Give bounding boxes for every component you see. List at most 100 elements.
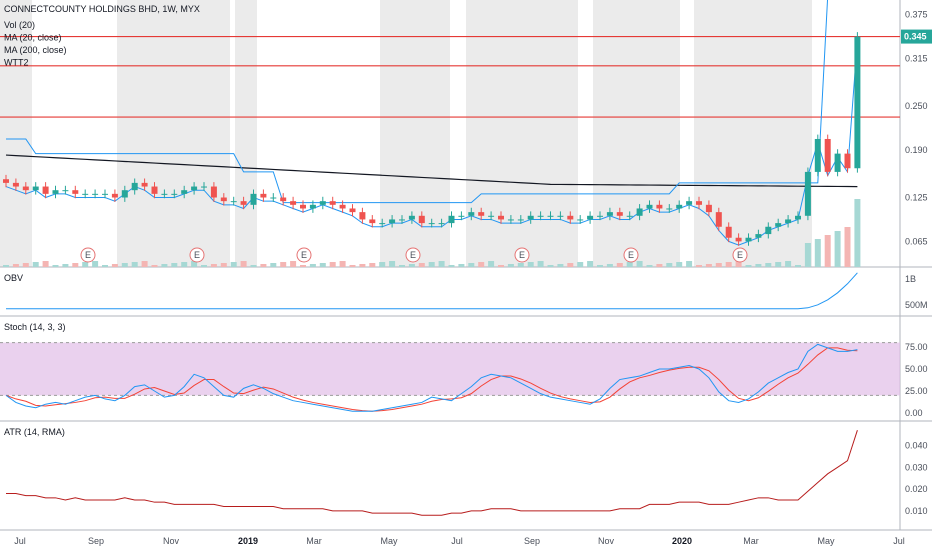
volume-bar: [339, 261, 346, 267]
stoch-band: [0, 342, 900, 396]
volume-bar: [230, 262, 237, 267]
stoch-tick-label: 0.00: [905, 408, 923, 418]
candle-body: [686, 201, 693, 205]
candle-body: [52, 190, 59, 194]
volume-bar: [290, 261, 297, 267]
earnings-marker: [189, 247, 205, 263]
candle-body: [250, 193, 257, 205]
candle-body: [399, 219, 405, 221]
earnings-marker-label: E: [628, 250, 634, 260]
volume-bar: [626, 262, 633, 267]
candle-body: [567, 215, 574, 220]
candle-body: [587, 215, 594, 220]
candle-body: [319, 201, 326, 205]
x-tick-label: Sep: [88, 536, 104, 546]
volume-bar: [824, 235, 831, 267]
volume-bar: [488, 261, 495, 267]
candle-body: [201, 186, 207, 188]
volume-bar: [765, 263, 772, 267]
candle-body: [715, 212, 722, 227]
candle-body: [32, 186, 39, 191]
indicator-legend: MA (20, close): [4, 33, 62, 43]
volume-bar: [636, 261, 643, 267]
candle-body: [735, 237, 742, 242]
earnings-marker: [296, 247, 312, 263]
volume-bar: [309, 264, 316, 267]
candle-body: [537, 215, 544, 217]
volume-bar: [696, 265, 702, 267]
x-tick-label: Nov: [598, 536, 615, 546]
candle-body: [210, 186, 217, 198]
volume-bar: [72, 263, 79, 267]
volume-bar: [814, 239, 821, 267]
candle-body: [418, 215, 425, 224]
candle-body: [834, 153, 841, 172]
volume-bar: [834, 231, 841, 267]
volume-bar: [141, 261, 148, 267]
volume-bar: [270, 263, 277, 267]
stoch-d-line: [5, 347, 858, 412]
session-band: [117, 0, 230, 267]
volume-bar: [201, 265, 207, 267]
candle-body: [795, 215, 801, 220]
volume-bar: [735, 261, 742, 267]
candle-body: [498, 215, 504, 220]
candle-body: [488, 215, 495, 217]
volume-bar: [3, 265, 9, 267]
volume-bar: [329, 262, 336, 267]
volume-bar: [725, 262, 732, 267]
candle-body: [636, 208, 643, 216]
volume-bar: [567, 263, 574, 267]
session-band: [694, 0, 812, 267]
volume-bar: [300, 265, 306, 267]
volume-bar: [785, 261, 792, 267]
candle-body: [745, 237, 752, 242]
volume-bar: [102, 265, 108, 267]
candle-body: [408, 215, 415, 220]
price-tick-label: 0.125: [905, 193, 928, 203]
volume-bar: [844, 227, 851, 267]
volume-bar: [606, 264, 613, 267]
volume-bar: [418, 263, 425, 267]
candle-body: [597, 215, 603, 217]
volume-bar: [22, 263, 29, 267]
candle-body: [705, 204, 712, 213]
volume-bar: [379, 262, 386, 267]
volume-bar: [507, 264, 514, 267]
last-price-tag: [901, 29, 932, 44]
candle-body: [151, 186, 158, 194]
candle-body: [517, 219, 524, 221]
volume-bar: [517, 263, 524, 267]
candle-body: [161, 193, 168, 195]
volume-bar: [795, 265, 801, 267]
volume-bar: [428, 262, 435, 267]
candle-body: [438, 223, 445, 225]
atr-tick-label: 0.040: [905, 440, 928, 450]
candle-body: [557, 215, 564, 217]
candle-body: [468, 212, 475, 216]
volume-bar: [616, 263, 623, 267]
candle-body: [616, 212, 623, 216]
earnings-marker-label: E: [410, 250, 416, 260]
candle-body: [300, 204, 306, 209]
x-tick-label: Jul: [14, 536, 26, 546]
candle-body: [854, 36, 861, 169]
candle-body: [755, 234, 762, 238]
volume-bar: [389, 261, 396, 267]
earnings-marker-label: E: [519, 250, 525, 260]
volume-bar: [319, 263, 326, 267]
x-tick-label: Sep: [524, 536, 540, 546]
obv-tick-label: 1B: [905, 274, 916, 284]
candle-body: [448, 215, 455, 224]
candle-body: [92, 193, 99, 195]
x-tick-label: Jul: [893, 536, 905, 546]
volume-bar: [161, 264, 168, 267]
candle-body: [626, 215, 633, 217]
price-tick-label: 0.315: [905, 54, 928, 64]
volume-bar: [448, 265, 455, 267]
indicator-legend: Vol (20): [4, 20, 35, 30]
candle-body: [82, 193, 89, 195]
volume-bar: [755, 264, 762, 267]
volume-bar: [250, 265, 257, 267]
volume-bar: [577, 262, 584, 267]
